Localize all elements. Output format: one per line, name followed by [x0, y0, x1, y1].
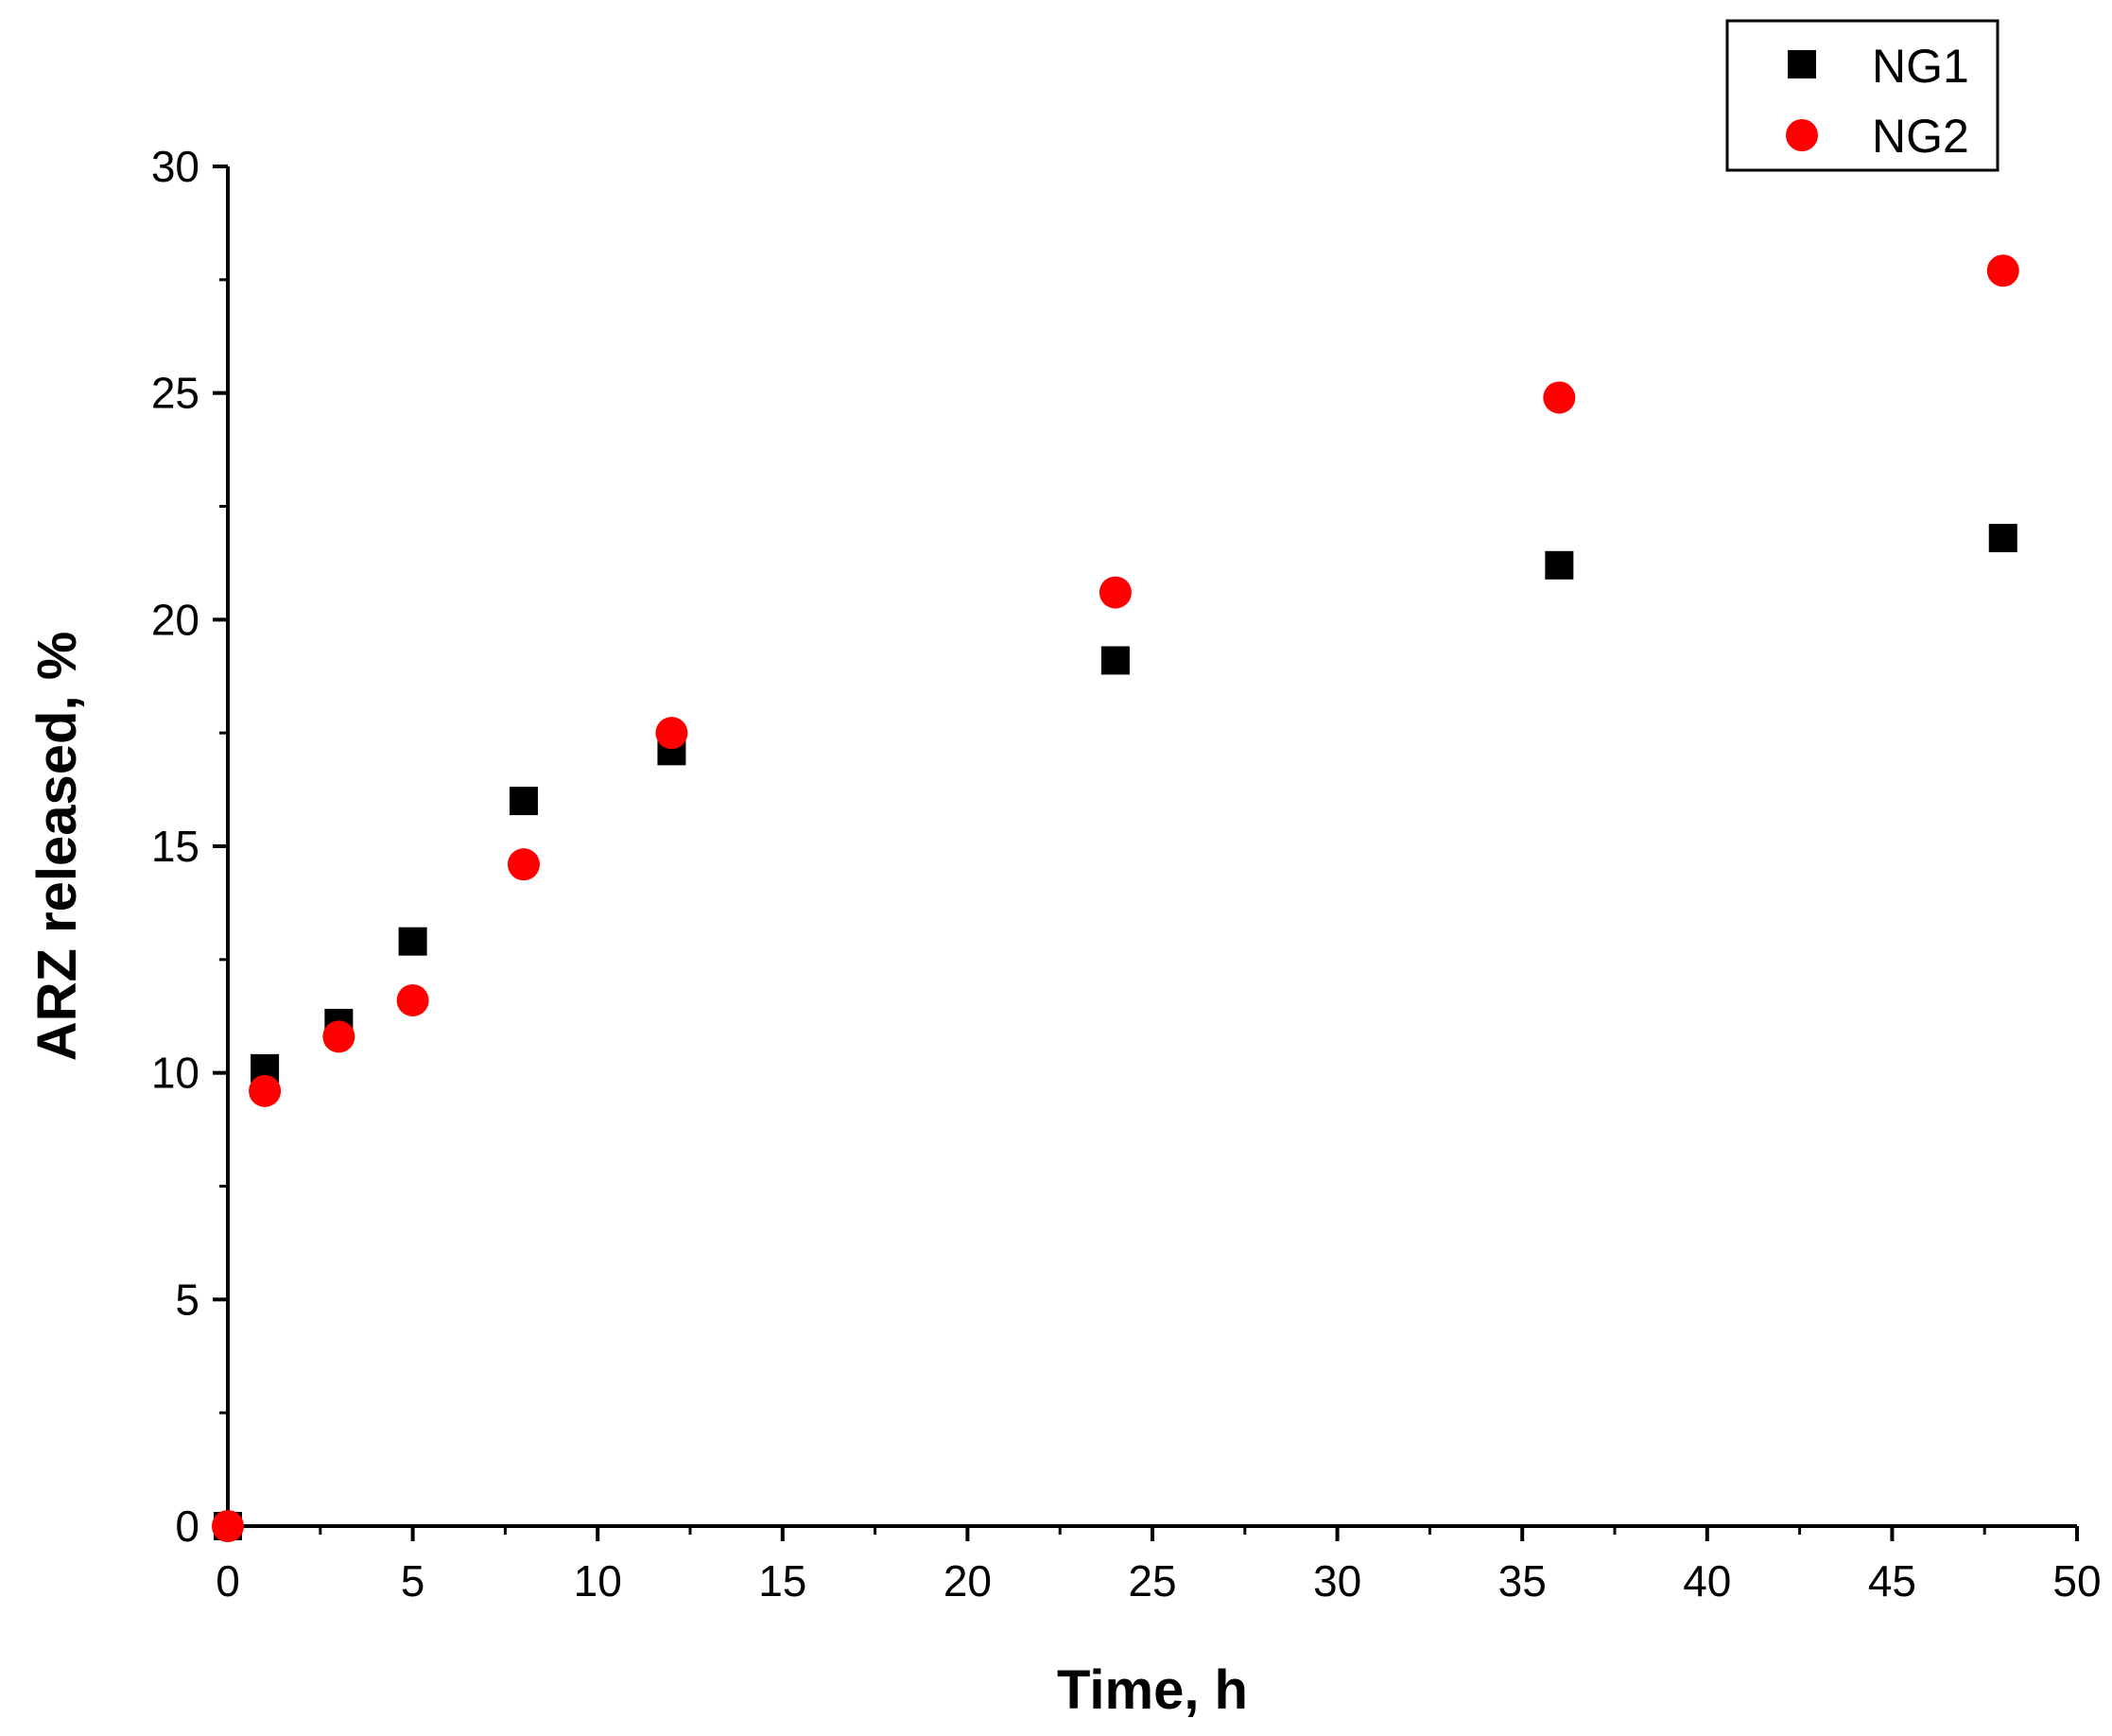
data-point-ng2 [1986, 254, 2019, 287]
series-ng2 [212, 254, 2019, 1542]
data-point-ng1 [1545, 550, 1574, 580]
x-tick-label: 0 [216, 1556, 240, 1606]
y-tick-label: 25 [151, 369, 199, 418]
data-point-ng1 [1100, 646, 1130, 675]
legend-marker-ng1 [1788, 50, 1816, 78]
data-point-ng1 [1988, 524, 2017, 553]
x-tick-label: 45 [1868, 1556, 1916, 1606]
x-tick-label: 20 [943, 1556, 992, 1606]
legend: NG1 NG2 [1725, 19, 1999, 172]
y-ticks: 0 5 10 15 20 25 30 [151, 142, 228, 1551]
y-tick-label: 5 [175, 1275, 199, 1324]
y-tick-label: 10 [151, 1049, 199, 1098]
x-axis-title: Time, h [1057, 1659, 1248, 1721]
x-tick-label: 15 [758, 1556, 806, 1606]
x-tick-label: 30 [1313, 1556, 1361, 1606]
y-tick-label: 30 [151, 142, 199, 191]
y-axis-title: ARZ released, % [26, 632, 88, 1062]
x-tick-label: 10 [574, 1556, 622, 1606]
x-tick-label: 40 [1683, 1556, 1731, 1606]
legend-marker-ng2 [1786, 119, 1818, 151]
x-tick-label: 5 [401, 1556, 425, 1606]
x-tick-label: 25 [1128, 1556, 1176, 1606]
legend-box [1725, 19, 1999, 172]
data-points [212, 254, 2019, 1542]
data-point-ng2 [212, 1510, 244, 1542]
x-tick-label: 50 [2052, 1556, 2101, 1606]
legend-label-ng2: NG2 [1872, 110, 1969, 163]
legend-label-ng1: NG1 [1872, 40, 1969, 93]
data-point-ng1 [509, 787, 538, 816]
x-tick-label: 35 [1498, 1556, 1547, 1606]
y-tick-label: 0 [175, 1502, 199, 1551]
data-point-ng2 [1543, 381, 1576, 414]
x-ticks: 0 5 10 15 20 25 30 35 40 45 50 [216, 1526, 2102, 1606]
series-ng1 [214, 524, 2017, 1540]
axes: 0 5 10 15 20 25 30 0 5 10 15 20 25 30 35 40 45 50 [151, 142, 2102, 1606]
data-point-ng2 [249, 1074, 282, 1107]
y-tick-label: 20 [151, 595, 199, 644]
data-point-ng2 [322, 1020, 355, 1053]
y-tick-label: 15 [151, 822, 199, 871]
data-point-ng2 [507, 848, 540, 881]
data-point-ng2 [1099, 576, 1132, 609]
data-point-ng2 [396, 983, 429, 1016]
data-point-ng1 [398, 927, 427, 956]
data-point-ng2 [655, 717, 688, 750]
